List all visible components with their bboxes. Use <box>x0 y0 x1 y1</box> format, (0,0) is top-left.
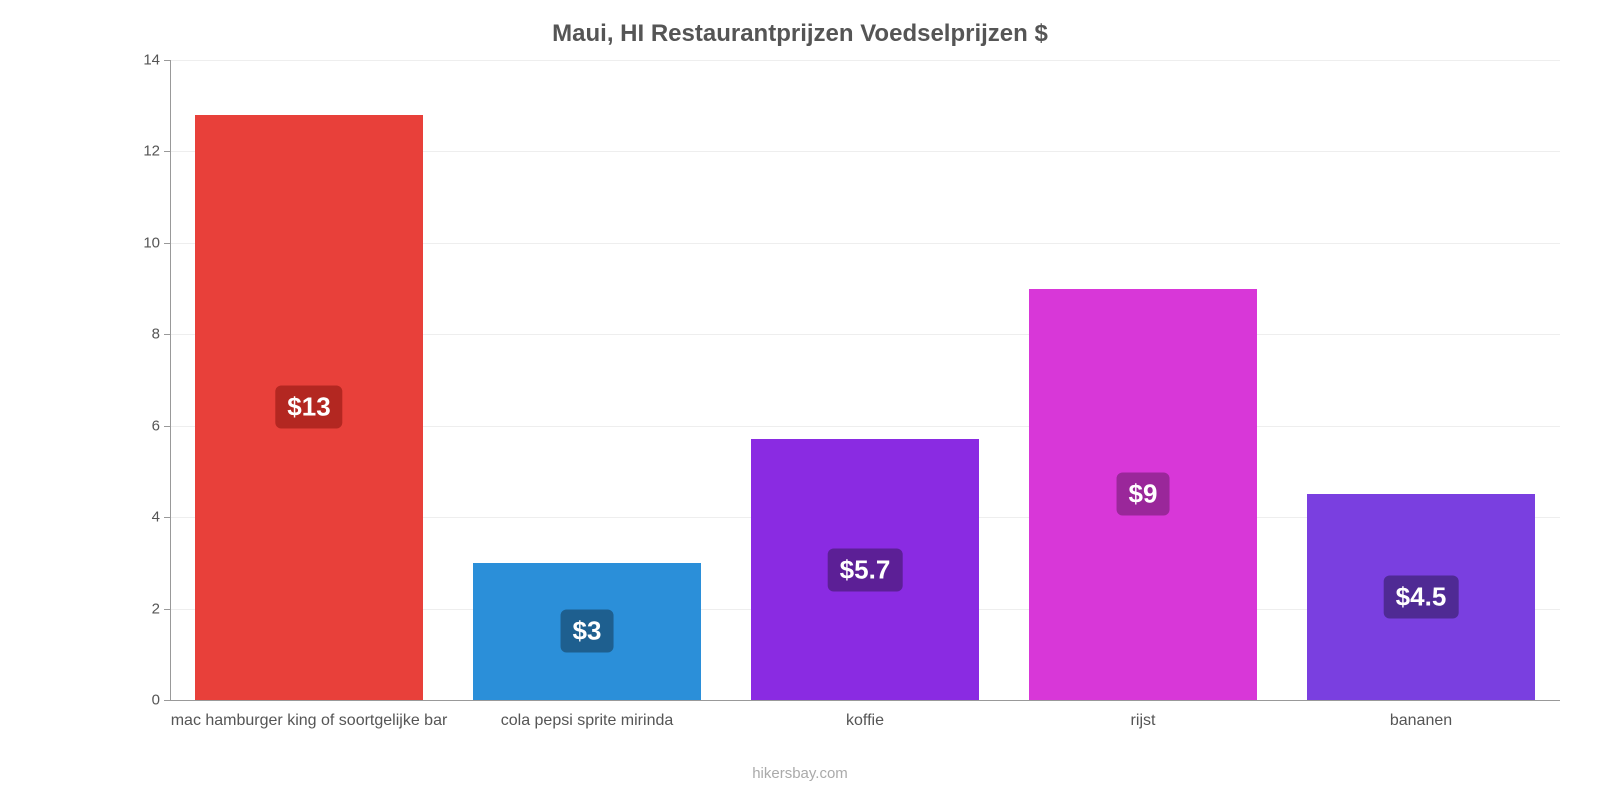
y-tick-label: 2 <box>152 600 170 617</box>
bar: $13 <box>195 115 423 700</box>
source-text: hikersbay.com <box>0 765 1600 782</box>
y-tick-label: 4 <box>152 509 170 526</box>
x-category-label: mac hamburger king of soortgelijke bar <box>171 700 448 730</box>
y-tick-label: 10 <box>143 234 170 251</box>
x-category-label: koffie <box>846 700 884 730</box>
bar-slot: $9rijst <box>1004 60 1282 700</box>
bar: $4.5 <box>1307 494 1535 700</box>
bar-value-label: $4.5 <box>1384 576 1459 619</box>
bar-slot: $3cola pepsi sprite mirinda <box>448 60 726 700</box>
plot-area: 02468101214$13mac hamburger king of soor… <box>170 60 1560 700</box>
x-category-label: bananen <box>1390 700 1452 730</box>
bar-value-label: $9 <box>1117 473 1170 516</box>
y-tick-label: 14 <box>143 52 170 69</box>
bar: $9 <box>1029 289 1257 700</box>
chart-title: Maui, HI Restaurantprijzen Voedselprijze… <box>0 20 1600 48</box>
x-category-label: rijst <box>1131 700 1156 730</box>
bar-slot: $4.5bananen <box>1282 60 1560 700</box>
bar-value-label: $13 <box>275 386 342 429</box>
y-tick-label: 12 <box>143 143 170 160</box>
price-chart: Maui, HI Restaurantprijzen Voedselprijze… <box>0 0 1600 800</box>
bar: $5.7 <box>751 439 979 700</box>
bar: $3 <box>473 563 701 700</box>
bar-slot: $5.7koffie <box>726 60 1004 700</box>
bar-value-label: $3 <box>561 610 614 653</box>
x-category-label: cola pepsi sprite mirinda <box>501 700 674 730</box>
bar-value-label: $5.7 <box>828 548 903 591</box>
y-tick-label: 6 <box>152 417 170 434</box>
y-tick-label: 0 <box>152 692 170 709</box>
bar-slot: $13mac hamburger king of soortgelijke ba… <box>170 60 448 700</box>
y-tick-label: 8 <box>152 326 170 343</box>
